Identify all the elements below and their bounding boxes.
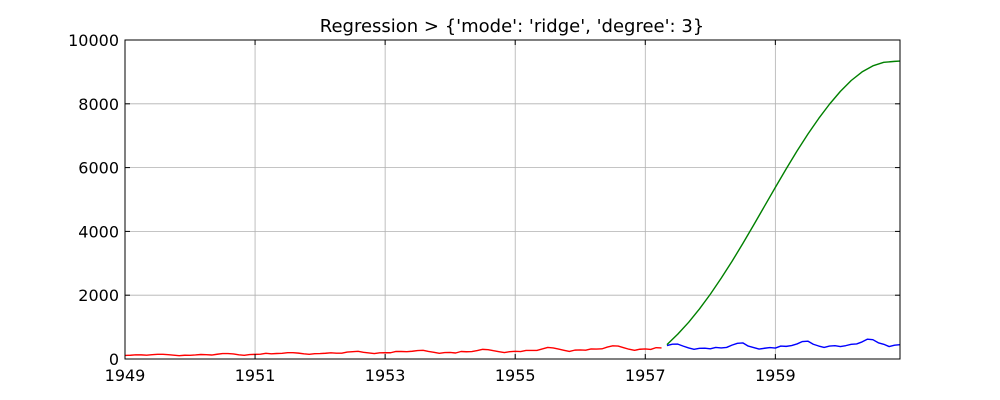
x-tick-label: 1959 (755, 366, 796, 385)
series-layer (124, 60, 901, 357)
x-tick-label: 1957 (625, 366, 666, 385)
chart-title: Regression > {'mode': 'ridge', 'degree':… (320, 16, 705, 37)
axes (124, 39, 901, 360)
y-tick-label: 2000 (78, 286, 119, 305)
x-tick-label: 1955 (495, 366, 536, 385)
series-line-3 (666, 60, 901, 346)
grid (124, 39, 900, 360)
y-tick-label: 8000 (78, 95, 119, 114)
series-line-2 (666, 338, 901, 350)
y-tick-label: 6000 (78, 159, 119, 178)
y-tick-label: 0 (109, 350, 119, 369)
x-tick-label: 1953 (365, 366, 406, 385)
y-tick-label: 4000 (78, 222, 119, 241)
tick-labels: 1949 1951 1953 1955 1957 1959 0 2000 4000 6000 800… (68, 31, 796, 385)
plot-frame (124, 39, 901, 360)
x-tick-label: 1949 (105, 366, 146, 385)
series-line-1 (124, 345, 662, 357)
y-tick-label: 10000 (68, 31, 119, 50)
x-tick-label: 1951 (235, 366, 276, 385)
